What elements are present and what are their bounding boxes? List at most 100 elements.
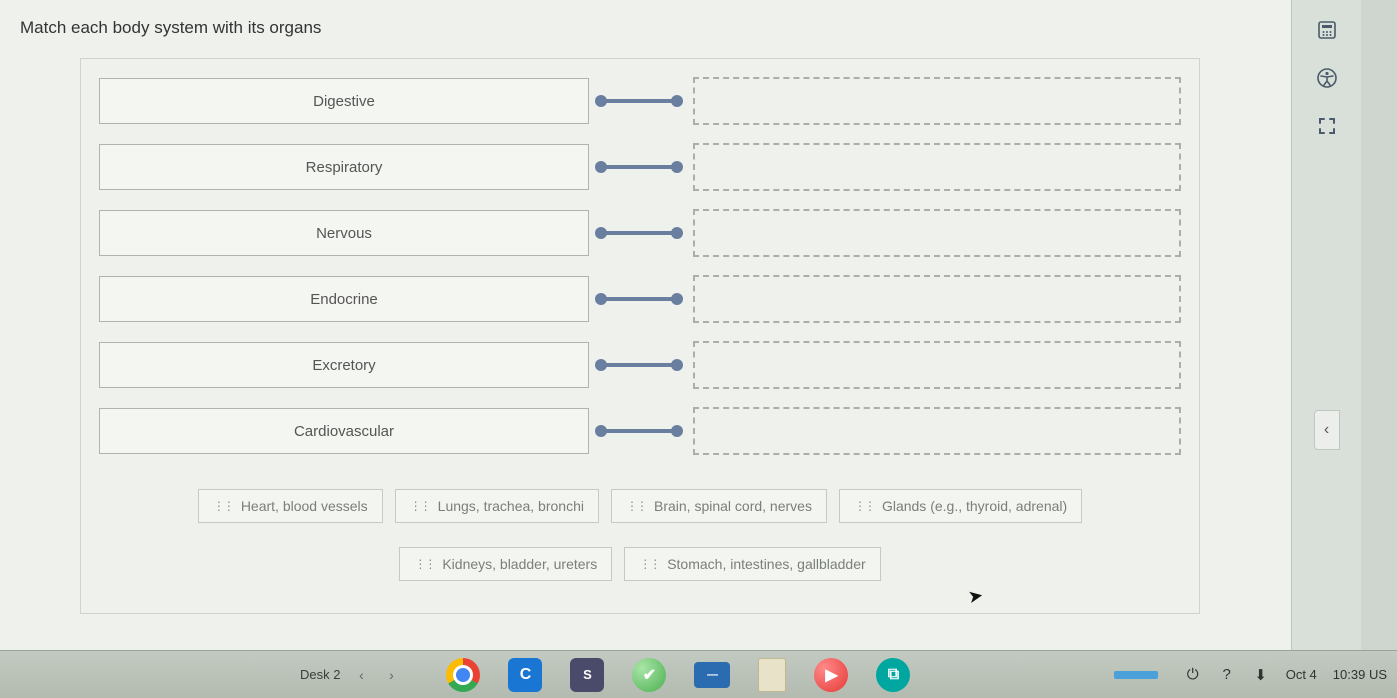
chevron-left-icon: ‹: [359, 667, 364, 683]
system-label: Digestive: [313, 93, 375, 110]
system-box-endocrine[interactable]: Endocrine: [99, 276, 589, 322]
calculator-icon[interactable]: [1313, 16, 1341, 44]
match-panel: Digestive Respiratory Nervous: [80, 58, 1200, 614]
connector-line-icon: [599, 99, 679, 103]
dropzone[interactable]: [693, 407, 1181, 455]
connector[interactable]: [589, 276, 689, 322]
option-label: Lungs, trachea, bronchi: [438, 498, 584, 514]
app-letter: S: [583, 667, 592, 682]
system-box-respiratory[interactable]: Respiratory: [99, 144, 589, 190]
teams-icon: ⧉: [888, 666, 899, 684]
connector-line-icon: [599, 165, 679, 169]
system-box-digestive[interactable]: Digestive: [99, 78, 589, 124]
connector-line-icon: [599, 363, 679, 367]
system-tray: ⏻ ? ⬇ Oct 4 10:39 US: [1114, 666, 1387, 684]
connector-dot-icon: [671, 293, 683, 305]
text-app-icon[interactable]: [758, 658, 786, 692]
option-chip[interactable]: ⋮⋮ Glands (e.g., thyroid, adrenal): [839, 489, 1082, 523]
app-letter: C: [520, 666, 532, 684]
system-label: Nervous: [316, 225, 372, 242]
cleanup-app-icon[interactable]: C: [508, 658, 542, 692]
option-chip[interactable]: ⋮⋮ Heart, blood vessels: [198, 489, 383, 523]
fullscreen-icon[interactable]: [1313, 112, 1341, 140]
check-icon: ✔: [643, 665, 656, 685]
question-area: Match each body system with its organs D…: [0, 0, 1294, 650]
connector-line-icon: [599, 297, 679, 301]
dropzone[interactable]: [693, 275, 1181, 323]
play-icon: ▶: [825, 665, 837, 685]
desk-switcher: Desk 2 ‹ ›: [300, 666, 400, 684]
option-label: Glands (e.g., thyroid, adrenal): [882, 498, 1067, 514]
connector-line-icon: [599, 429, 679, 433]
connector-dot-icon: [671, 95, 683, 107]
rail-collapse-button[interactable]: ‹: [1314, 410, 1340, 450]
connector[interactable]: [589, 144, 689, 190]
grip-icon: ⋮⋮: [213, 499, 233, 513]
option-chip[interactable]: ⋮⋮ Kidneys, bladder, ureters: [399, 547, 612, 581]
option-chip[interactable]: ⋮⋮ Brain, spinal cord, nerves: [611, 489, 827, 523]
connector[interactable]: [589, 408, 689, 454]
option-chip[interactable]: ⋮⋮ Stomach, intestines, gallbladder: [624, 547, 880, 581]
chevron-right-icon: ›: [389, 667, 394, 683]
tray-time[interactable]: 10:39 US: [1333, 667, 1387, 682]
match-row: Digestive: [99, 77, 1181, 125]
connector[interactable]: [589, 210, 689, 256]
mint-app-icon[interactable]: ✔: [632, 658, 666, 692]
connector-dot-icon: [671, 425, 683, 437]
accessibility-icon[interactable]: [1313, 64, 1341, 92]
download-icon[interactable]: ⬇: [1252, 666, 1270, 684]
connector-line-icon: [599, 231, 679, 235]
match-row: Nervous: [99, 209, 1181, 257]
grip-icon: ⋮⋮: [639, 557, 659, 571]
connector[interactable]: [589, 78, 689, 124]
connector-dot-icon: [671, 161, 683, 173]
chrome-app-icon[interactable]: [446, 658, 480, 692]
taskbar-apps: C S ✔ — ▶ ⧉: [446, 658, 910, 692]
dropzone[interactable]: [693, 341, 1181, 389]
store-app-icon[interactable]: S: [570, 658, 604, 692]
grip-icon: ⋮⋮: [410, 499, 430, 513]
teams-app-icon[interactable]: ⧉: [876, 658, 910, 692]
option-label: Stomach, intestines, gallbladder: [667, 556, 865, 572]
scrollbar-gutter[interactable]: [1361, 0, 1397, 650]
recorder-app-icon[interactable]: ▶: [814, 658, 848, 692]
help-icon[interactable]: ?: [1218, 666, 1236, 684]
option-label: Brain, spinal cord, nerves: [654, 498, 812, 514]
chevron-left-icon: ‹: [1324, 421, 1329, 439]
: Cardiovascular: [294, 423, 394, 440]
system-label: Excretory: [312, 357, 375, 374]
connector[interactable]: [589, 342, 689, 388]
power-icon[interactable]: ⏻: [1184, 666, 1202, 684]
option-label: Heart, blood vessels: [241, 498, 368, 514]
option-label: Kidneys, bladder, ureters: [442, 556, 597, 572]
question-title: Match each body system with its organs: [20, 18, 1274, 38]
dropzone[interactable]: [693, 143, 1181, 191]
match-row: Respiratory: [99, 143, 1181, 191]
match-row: Excretory: [99, 341, 1181, 389]
desk-prev-button[interactable]: ‹: [352, 666, 370, 684]
desk-next-button[interactable]: ›: [382, 666, 400, 684]
connector-dot-icon: [671, 359, 683, 371]
window-preview-icon[interactable]: [1114, 671, 1158, 679]
dropzone[interactable]: [693, 209, 1181, 257]
system-box-excretory[interactable]: Excretory: [99, 342, 589, 388]
dropzone[interactable]: [693, 77, 1181, 125]
match-row: Cardiovascular: [99, 407, 1181, 455]
system-box-nervous[interactable]: Nervous: [99, 210, 589, 256]
options-area: ⋮⋮ Heart, blood vessels ⋮⋮ Lungs, trache…: [99, 489, 1181, 581]
files-app-icon[interactable]: —: [694, 662, 730, 688]
desk-label: Desk 2: [300, 667, 340, 682]
system-label: Respiratory: [306, 159, 383, 176]
grip-icon: ⋮⋮: [414, 557, 434, 571]
system-box-cardiovascular[interactable]: Cardiovascular: [99, 408, 589, 454]
match-row: Endocrine: [99, 275, 1181, 323]
grip-icon: ⋮⋮: [854, 499, 874, 513]
option-chip[interactable]: ⋮⋮ Lungs, trachea, bronchi: [395, 489, 599, 523]
connector-dot-icon: [671, 227, 683, 239]
taskbar: Desk 2 ‹ › C S ✔ — ▶ ⧉ ⏻ ? ⬇ Oct 4 10:39…: [0, 650, 1397, 698]
system-label: Endocrine: [310, 291, 378, 308]
dash-icon: —: [707, 669, 718, 681]
grip-icon: ⋮⋮: [626, 499, 646, 513]
tray-date[interactable]: Oct 4: [1286, 667, 1317, 682]
tool-rail: ‹: [1291, 0, 1361, 650]
